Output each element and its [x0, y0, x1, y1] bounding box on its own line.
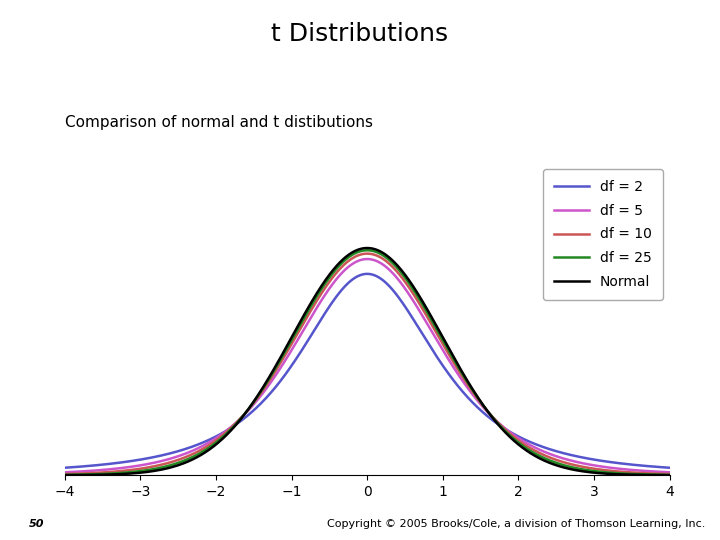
- df = 2: [363, 271, 372, 277]
- Line: df = 2: df = 2: [65, 274, 670, 468]
- df = 5: [305, 317, 314, 323]
- df = 5: [477, 401, 485, 408]
- Normal: [533, 454, 541, 460]
- df = 5: [363, 256, 372, 262]
- df = 10: [327, 276, 336, 282]
- df = 2: [122, 458, 131, 465]
- df = 5: [60, 469, 69, 476]
- df = 25: [327, 272, 336, 279]
- df = 25: [60, 471, 69, 478]
- Text: 50: 50: [29, 519, 45, 529]
- df = 5: [533, 446, 541, 452]
- df = 25: [122, 469, 131, 476]
- df = 2: [60, 464, 69, 471]
- df = 10: [122, 467, 131, 474]
- df = 10: [60, 471, 69, 477]
- df = 25: [665, 471, 674, 478]
- df = 2: [533, 442, 541, 448]
- df = 10: [363, 251, 372, 257]
- df = 10: [305, 310, 314, 316]
- df = 2: [327, 301, 336, 307]
- Text: Copyright © 2005 Brooks/Cole, a division of Thomson Learning, Inc.: Copyright © 2005 Brooks/Cole, a division…: [327, 519, 706, 529]
- df = 25: [544, 456, 552, 463]
- df = 25: [305, 306, 314, 312]
- Line: Normal: Normal: [65, 248, 670, 475]
- df = 5: [122, 464, 131, 471]
- df = 2: [544, 446, 552, 452]
- Normal: [305, 302, 314, 309]
- Text: Comparison of normal and t distibutions: Comparison of normal and t distibutions: [65, 114, 373, 130]
- Line: df = 25: df = 25: [65, 250, 670, 475]
- df = 10: [665, 471, 674, 477]
- Legend: df = 2, df = 5, df = 10, df = 25, Normal: df = 2, df = 5, df = 10, df = 25, Normal: [543, 169, 662, 300]
- df = 2: [477, 407, 485, 414]
- Text: t Distributions: t Distributions: [271, 22, 449, 45]
- df = 10: [544, 454, 552, 460]
- df = 5: [544, 450, 552, 456]
- Normal: [60, 472, 69, 478]
- Normal: [122, 470, 131, 477]
- df = 10: [533, 449, 541, 455]
- df = 2: [305, 335, 314, 341]
- df = 2: [665, 464, 674, 471]
- Normal: [665, 472, 674, 478]
- df = 25: [363, 247, 372, 253]
- df = 5: [327, 283, 336, 289]
- Line: df = 10: df = 10: [65, 254, 670, 474]
- df = 25: [533, 451, 541, 458]
- Normal: [544, 459, 552, 465]
- Normal: [327, 269, 336, 275]
- Line: df = 5: df = 5: [65, 259, 670, 472]
- Normal: [477, 399, 485, 405]
- df = 10: [477, 400, 485, 406]
- Normal: [363, 245, 372, 251]
- df = 5: [665, 469, 674, 476]
- df = 25: [477, 399, 485, 405]
